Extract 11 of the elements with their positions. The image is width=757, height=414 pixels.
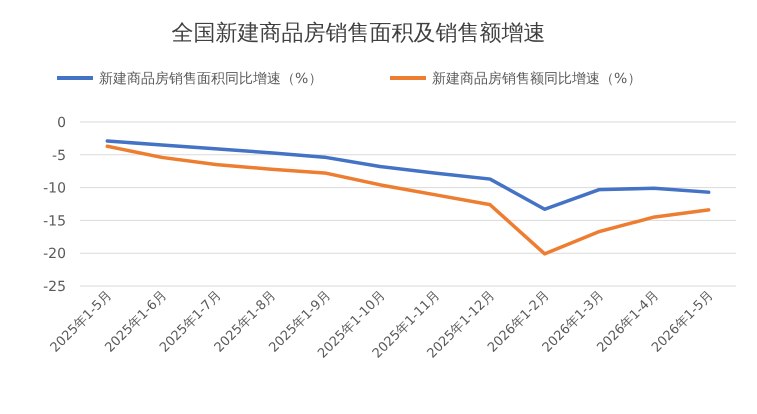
y-tick-label: -15 [43, 213, 66, 230]
chart-title: 全国新建商品房销售面积及销售额增速 [172, 21, 546, 46]
legend-label: 新建商品房销售额同比增速（%） [432, 71, 642, 87]
line-series [106, 144, 710, 256]
y-tick-label: -10 [43, 180, 66, 197]
legend-label: 新建商品房销售面积同比增速（%） [99, 71, 322, 87]
y-tick-label: -5 [52, 148, 66, 164]
y-tick-label: -20 [43, 246, 66, 262]
y-tick-label: 0 [57, 115, 66, 131]
y-tick-label: -25 [43, 279, 66, 295]
line-series [106, 139, 710, 211]
